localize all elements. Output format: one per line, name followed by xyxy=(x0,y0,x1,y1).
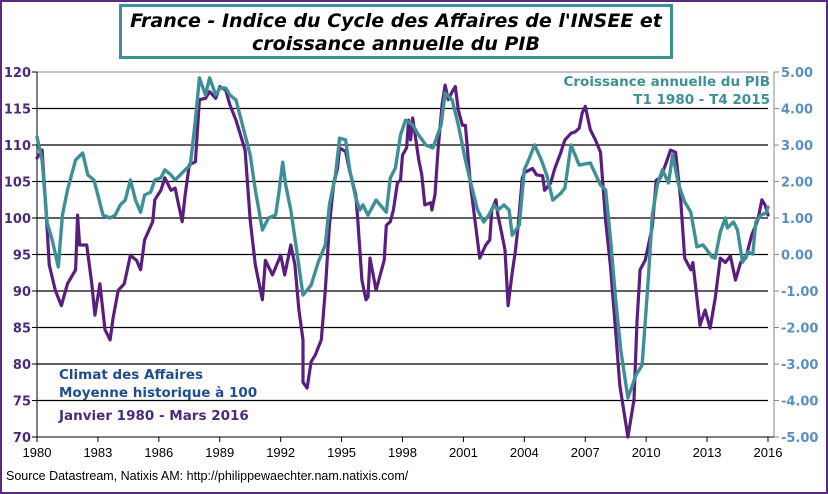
climate-label-line-2: Moyenne historique à 100 xyxy=(59,385,257,401)
y-left-tick-label: 100 xyxy=(4,212,31,227)
x-tick-label: 2007 xyxy=(571,445,600,460)
y-left-tick-label: 75 xyxy=(13,395,31,410)
y-right-tick-label: -2.00 xyxy=(781,322,818,337)
x-tick-label: 2016 xyxy=(754,445,783,460)
y-left-tick-label: 105 xyxy=(4,176,31,191)
gdp-label-line-2: T1 1980 - T4 2015 xyxy=(633,92,770,108)
series-lines xyxy=(35,76,770,439)
x-tick-label: 1980 xyxy=(23,445,52,460)
gdp-label-line-1: Croissance annuelle du PIB xyxy=(563,74,770,90)
y-left-tick-label: 120 xyxy=(4,66,31,81)
y-right-tick-label: -4.00 xyxy=(781,395,818,410)
y-right-tick-label: -1.00 xyxy=(781,285,818,300)
axes xyxy=(32,71,779,442)
y-left-tick-label: 110 xyxy=(4,139,31,154)
x-tick-label: 1995 xyxy=(327,445,356,460)
y-right-tick-label: 4.00 xyxy=(781,103,813,118)
x-tick-label: 2013 xyxy=(693,445,722,460)
y-right-tick-label: 1.00 xyxy=(781,212,813,227)
gridlines xyxy=(37,107,768,402)
x-tick-label: 1998 xyxy=(388,445,417,460)
chart-title-line-1: France - Indice du Cycle des Affaires de… xyxy=(130,10,662,32)
y-left-tick-label: 90 xyxy=(13,285,31,300)
chart-title-line-2: croissance annuelle du PIB xyxy=(252,33,540,55)
y-right-tick-label: 0.00 xyxy=(781,249,813,264)
y-right-tick-label: -3.00 xyxy=(781,358,818,373)
chart-title-box: France - Indice du Cycle des Affaires de… xyxy=(119,4,673,59)
x-tick-label: 2001 xyxy=(449,445,478,460)
tick-labels: 120 115 110 105 100 95 90 85 80 75 70 5.00 4.00 3.00 2… xyxy=(4,66,819,460)
y-left-tick-label: 95 xyxy=(13,249,31,264)
climate-period-label: Janvier 1980 - Mars 2016 xyxy=(58,408,249,424)
x-tick-label: 1986 xyxy=(144,445,173,460)
series-line-gdp-growth xyxy=(35,76,770,400)
x-tick-label: 1989 xyxy=(205,445,234,460)
y-right-tick-label: 3.00 xyxy=(781,139,813,154)
y-left-tick-label: 115 xyxy=(4,103,31,118)
y-left-tick-label: 70 xyxy=(13,431,31,446)
series-line-business-climate xyxy=(35,83,770,439)
y-right-tick-label: 5.00 xyxy=(781,66,813,81)
source-note: Source Datastream, Natixis AM: http://ph… xyxy=(6,469,409,483)
y-right-tick-label: -5.00 xyxy=(781,431,818,446)
annotations: Croissance annuelle du PIB T1 1980 - T4 … xyxy=(58,74,770,424)
y-left-tick-label: 80 xyxy=(13,358,31,373)
x-tick-label: 2004 xyxy=(510,445,539,460)
x-tick-label: 2010 xyxy=(632,445,661,460)
y-left-tick-label: 85 xyxy=(13,322,31,337)
climate-label-line-1: Climat des Affaires xyxy=(59,367,203,383)
x-tick-label: 1983 xyxy=(83,445,112,460)
x-tick-label: 1992 xyxy=(266,445,295,460)
y-right-tick-label: 2.00 xyxy=(781,176,813,191)
